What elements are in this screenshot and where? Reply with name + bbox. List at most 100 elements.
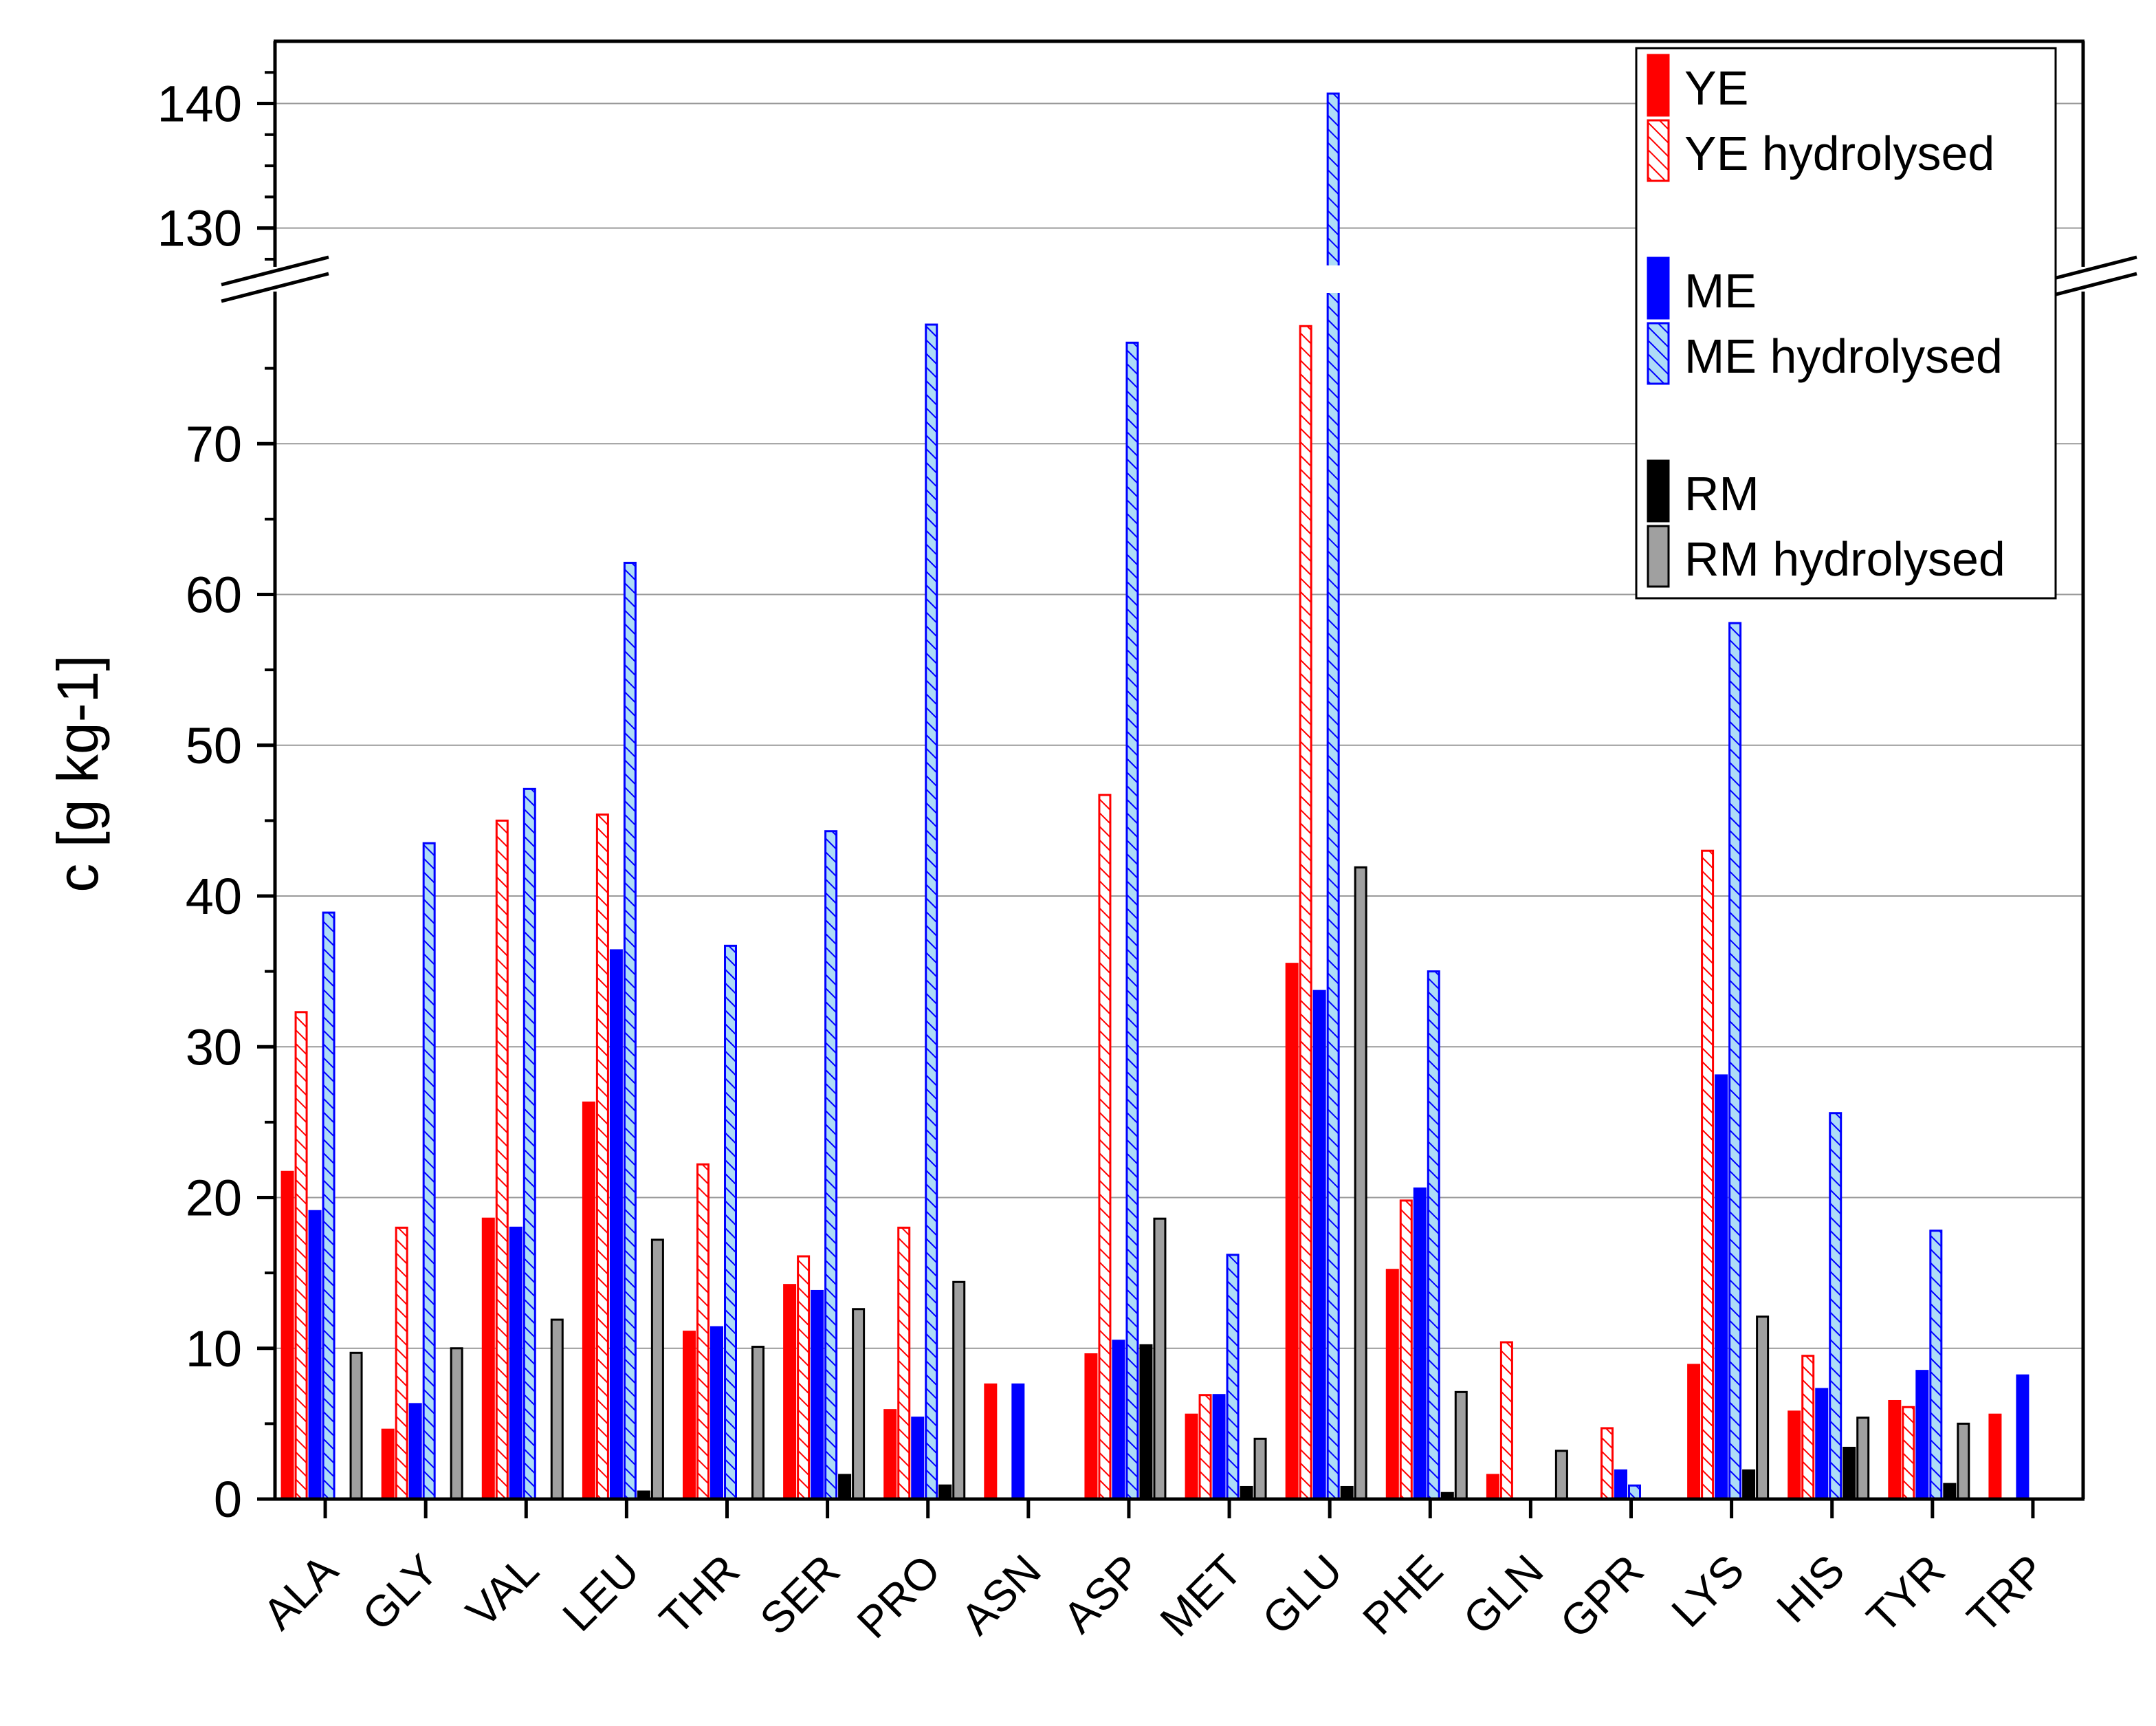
bar-gln-ye — [1486, 1474, 1499, 1499]
bar-met-rm — [1240, 1485, 1253, 1499]
bar-lys-me — [1715, 1074, 1728, 1499]
legend: YE YE hydrolysed ME ME hydrolysed RM RM hydro… — [1635, 47, 2057, 600]
x-tick-label: PHE — [1353, 1545, 1452, 1644]
bar-ser-ye — [783, 1284, 797, 1499]
bar-met-me — [1212, 1394, 1226, 1499]
axis-break-mark-left — [221, 255, 329, 287]
bar-leu-me — [609, 949, 623, 1499]
bar-pro-ye — [883, 1409, 897, 1499]
bar-ser-rm — [838, 1474, 852, 1499]
bar-thr-me — [710, 1326, 723, 1499]
bar-pro-rm — [938, 1484, 952, 1499]
bar-ala-me — [308, 1210, 322, 1499]
bar-val-rm-hydrolysed — [550, 1318, 564, 1499]
bar-his-me — [1815, 1388, 1829, 1499]
x-tick-label: GLU — [1253, 1545, 1352, 1644]
bar-lys-rm-hydrolysed — [1756, 1315, 1770, 1499]
bar-ser-me — [811, 1289, 824, 1499]
bar-leu-me-hydrolysed — [623, 561, 637, 1499]
legend-label: ME — [1684, 264, 1757, 318]
bars-upper-segment — [1326, 92, 1340, 265]
bar-glu-ye-hydrolysed — [1299, 325, 1312, 1499]
bar-phe-me-hydrolysed — [1427, 970, 1440, 1499]
bar-glu-ye — [1285, 963, 1299, 1499]
bar-phe-ye-hydrolysed — [1399, 1199, 1413, 1499]
bar-ser-ye-hydrolysed — [797, 1255, 811, 1499]
bar-his-me-hydrolysed — [1829, 1112, 1842, 1499]
bar-val-me — [509, 1226, 522, 1499]
bar-gly-ye-hydrolysed — [395, 1226, 408, 1499]
bar-his-rm-hydrolysed — [1856, 1417, 1870, 1499]
x-tick-label: ASN — [952, 1545, 1050, 1644]
bar-pro-me-hydrolysed — [925, 323, 938, 1499]
bar-ser-me-hydrolysed — [824, 830, 838, 1499]
bar-glu-me-hydrolysed — [1326, 293, 1340, 1499]
bar-thr-me-hydrolysed — [724, 944, 737, 1499]
bar-val-ye — [481, 1217, 495, 1499]
bar-ala-ye — [280, 1170, 294, 1499]
bar-leu-ye-hydrolysed — [595, 813, 609, 1499]
bar-pro-ye-hydrolysed — [897, 1226, 911, 1499]
x-tick-label: LYS — [1662, 1545, 1753, 1637]
y-tick-label: 20 — [186, 1170, 242, 1227]
y-tick-label: 50 — [186, 717, 242, 774]
bar-met-ye — [1185, 1413, 1198, 1499]
bar-ala-ye-hydrolysed — [294, 1011, 308, 1499]
bar-glu-rm-hydrolysed — [1354, 866, 1367, 1499]
bar-phe-ye — [1385, 1269, 1399, 1499]
bar-tyr-ye-hydrolysed — [1902, 1406, 1915, 1499]
legend-box — [1635, 47, 2057, 600]
axis-break-gap — [2079, 267, 2087, 291]
axis-break-gap — [271, 267, 279, 291]
bar-gpr-me — [1614, 1469, 1627, 1499]
bar-lys-rm — [1742, 1469, 1756, 1499]
bar-ser-rm-hydrolysed — [852, 1308, 866, 1499]
axis-break-mark-left — [221, 272, 329, 303]
bar-met-ye-hydrolysed — [1198, 1394, 1212, 1499]
x-tick-label: GPR — [1550, 1545, 1653, 1648]
legend-label: YE hydrolysed — [1684, 127, 1994, 180]
x-tick-label: THR — [650, 1545, 749, 1644]
bar-asp-me — [1112, 1340, 1125, 1499]
x-tick-label: GLY — [353, 1545, 448, 1640]
bar-ala-me-hydrolysed — [322, 911, 336, 1499]
legend-swatch-ye-hydrolysed — [1647, 119, 1670, 182]
bar-leu-rm — [637, 1490, 650, 1499]
bar-glu-me — [1312, 990, 1326, 1499]
y-tick-label: 60 — [186, 567, 242, 624]
grid-lines — [275, 102, 2083, 1349]
x-tick-label: LEU — [553, 1545, 648, 1641]
y-tick-label: 0 — [214, 1471, 242, 1528]
bar-gpr-me-hydrolysed — [1628, 1484, 1641, 1499]
bar-tyr-me-hydrolysed — [1929, 1230, 1943, 1499]
bar-gly-me — [408, 1403, 422, 1499]
axes-frame — [221, 39, 2137, 1501]
bar-val-ye-hydrolysed — [495, 819, 509, 1499]
legend-swatch-rm-hydrolysed — [1647, 525, 1670, 588]
bar-thr-ye-hydrolysed — [696, 1163, 710, 1499]
y-tick-label: 30 — [186, 1018, 242, 1075]
bar-asp-rm-hydrolysed — [1153, 1217, 1167, 1499]
bar-his-rm — [1842, 1446, 1856, 1499]
bar-trp-me — [2016, 1374, 2030, 1499]
legend-swatch-ye — [1647, 54, 1670, 117]
y-tick-label: 40 — [186, 868, 242, 925]
bar-his-ye — [1788, 1410, 1801, 1499]
bar-gln-rm-hydrolysed — [1554, 1450, 1568, 1499]
legend-swatch-me-hydrolysed — [1647, 322, 1670, 385]
bar-gly-me-hydrolysed — [422, 842, 436, 1499]
bar-glu-rm — [1340, 1485, 1354, 1499]
bar-gly-rm-hydrolysed — [450, 1347, 463, 1499]
bar-asp-me-hydrolysed — [1125, 341, 1139, 1499]
bar-thr-ye — [683, 1331, 696, 1499]
bar-tyr-ye — [1888, 1399, 1902, 1499]
x-tick-label: HIS — [1767, 1545, 1854, 1632]
x-tick-label: TYR — [1857, 1545, 1954, 1642]
x-tick-label: VAL — [456, 1545, 548, 1637]
bar-asp-ye-hydrolysed — [1098, 794, 1112, 1499]
bar-tyr-me — [1915, 1370, 1929, 1499]
bar-lys-me-hydrolysed — [1728, 622, 1742, 1499]
bar-thr-rm-hydrolysed — [751, 1346, 764, 1499]
bar-ala-rm-hydrolysed — [349, 1351, 363, 1499]
bar-asn-me — [1011, 1383, 1025, 1499]
